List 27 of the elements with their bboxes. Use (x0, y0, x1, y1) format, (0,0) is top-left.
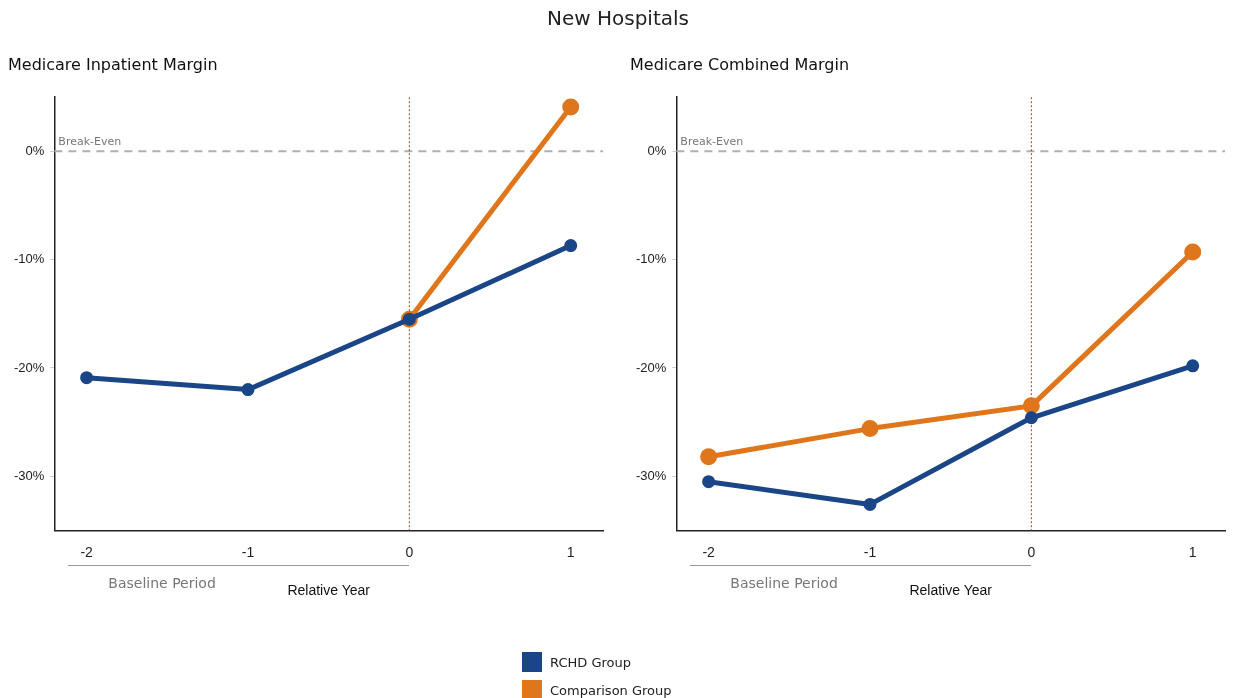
x-tick-label: -2 (702, 543, 716, 560)
x-axis-title: Relative Year (909, 582, 993, 599)
y-tick-label: -30% (13, 467, 45, 483)
ref-line-label: Break-Even (58, 134, 122, 148)
x-axis-title: Relative Year (287, 582, 371, 599)
text: Baseline Period (108, 575, 216, 592)
x-tick-label: 0 (405, 543, 414, 560)
legend-label: RCHD Group (550, 654, 631, 670)
y-tick-label: -20% (635, 359, 667, 375)
y-tick-label: -30% (635, 467, 667, 483)
chart-title: Medicare Combined Margin (630, 54, 850, 74)
x-tick-label: -1 (241, 543, 255, 560)
x-tick-label: -1 (863, 543, 877, 560)
x-tick-label: 1 (1188, 543, 1197, 560)
ref-line-label: Break-Even (680, 134, 744, 148)
x-tick-label: 1 (566, 543, 575, 560)
legend-label: Comparison Group (550, 682, 672, 698)
y-tick-label: 0% (647, 142, 667, 158)
y-tick-label: 0% (25, 142, 45, 158)
x-tick-label: -2 (80, 543, 94, 560)
y-tick-label: -10% (13, 251, 45, 267)
chart-title: Medicare Inpatient Margin (8, 54, 218, 74)
text: Baseline Period (730, 575, 838, 592)
x-tick-label: 0 (1027, 543, 1036, 560)
y-tick-label: -20% (13, 359, 45, 375)
y-tick-label: -10% (635, 251, 667, 267)
text: New Hospitals (546, 6, 690, 30)
